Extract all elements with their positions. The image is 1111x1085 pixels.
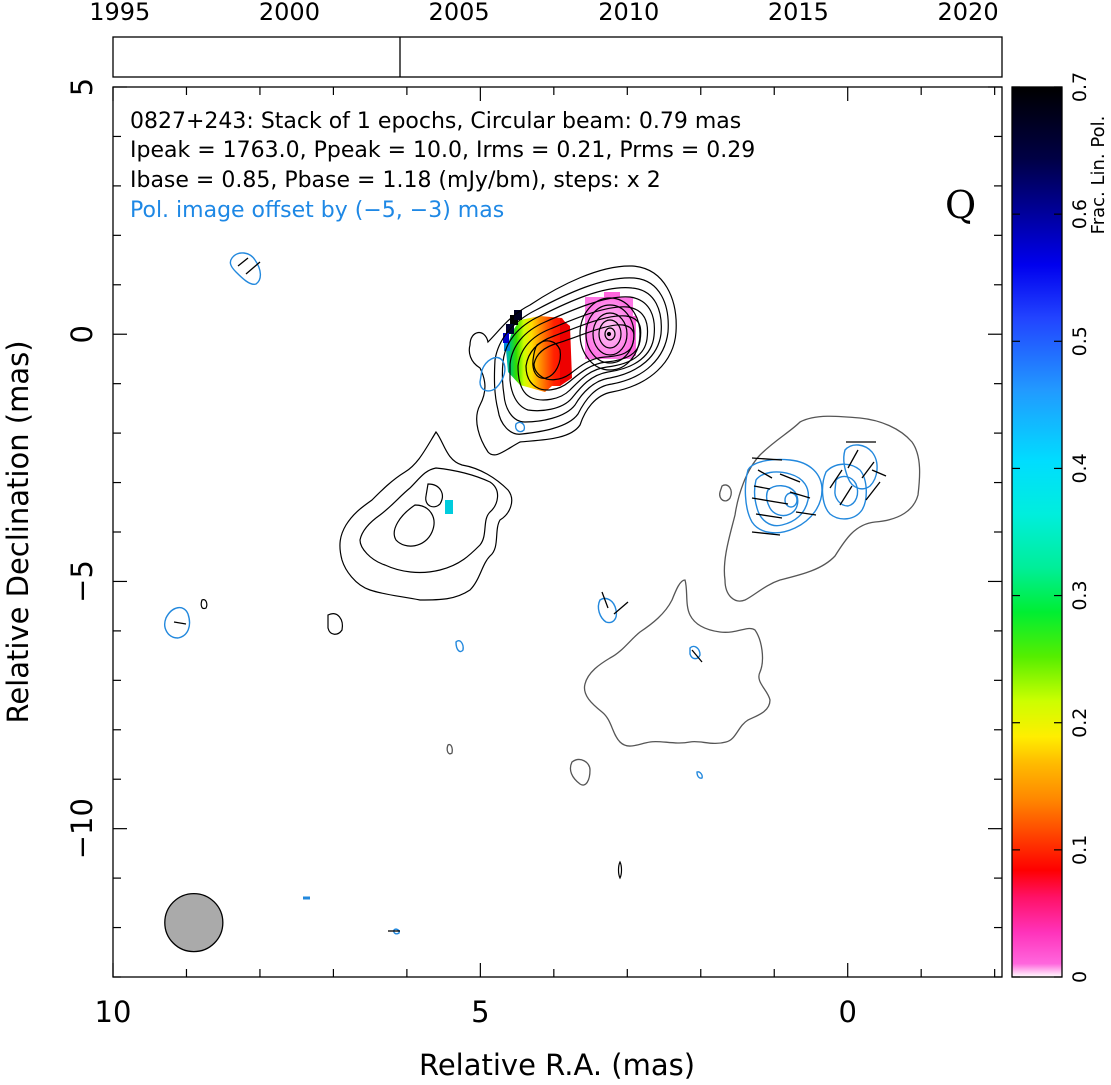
y-tick-label: −10 [65, 798, 99, 859]
annotation-block: 0827+243: Stack of 1 epochs, Circular be… [130, 109, 976, 227]
colorbar-tick-label: 0.1 [1069, 835, 1091, 865]
colorbar-tick-label: 0.5 [1069, 326, 1091, 356]
timeline-year-label: 1995 [89, 0, 150, 26]
stokes-i-contours [200, 265, 677, 880]
timeline-year-label: 2010 [598, 0, 659, 26]
colorbar-tick-label: 0.4 [1069, 453, 1091, 483]
polarization-offset-note: Pol. image offset by (−5, −3) mas [130, 198, 504, 223]
timeline-year-label: 2015 [768, 0, 829, 26]
y-axis-label: Relative Declination (mas) [1, 340, 35, 723]
quality-code: Q [945, 183, 976, 227]
colorbar-tick-label: 0.3 [1069, 580, 1091, 610]
colorbar: 0 0.1 0.2 0.3 0.4 0.5 0.6 0.7 Frac. Lin. Pol. [1011, 72, 1109, 983]
y-tick-label: −5 [65, 560, 99, 603]
colorbar-scale [1011, 86, 1063, 978]
timeline-year-label: 2000 [259, 0, 320, 26]
timeline-year-label: 2020 [938, 0, 999, 26]
colorbar-tick-label: 0.7 [1069, 72, 1091, 102]
annotation-line-3: Ibase = 0.85, Pbase = 1.18 (mJy/bm), ste… [130, 168, 661, 193]
timeline-year-label: 2005 [429, 0, 490, 26]
axis-ticks [112, 86, 1002, 978]
annotation-line-1: 0827+243: Stack of 1 epochs, Circular be… [130, 109, 741, 134]
y-tick-label: 5 [65, 78, 99, 96]
colorbar-label: Frac. Lin. Pol. [1088, 116, 1109, 235]
y-tick-label: 0 [65, 325, 99, 343]
x-tick-label: 0 [838, 995, 856, 1029]
beam-ellipse [164, 892, 224, 953]
colorbar-tick-label: 0.6 [1069, 199, 1091, 229]
offset-stokes-i-contours [446, 415, 921, 786]
timeline-frame [112, 36, 1003, 78]
colorbar-tick-label: 0 [1069, 971, 1091, 983]
restoring-beam [164, 892, 224, 953]
x-tick-label: 10 [95, 995, 132, 1029]
timeline-panel: 1995 2000 2005 2010 2015 2020 [89, 0, 1003, 78]
annotation-line-2: Ipeak = 1763.0, Ppeak = 10.0, Irms = 0.2… [130, 138, 755, 163]
fractional-polarization-image [445, 292, 636, 514]
colorbar-tick-label: 0.2 [1069, 708, 1091, 738]
x-tick-label: 5 [471, 995, 489, 1029]
polarization-vectors [173, 257, 887, 932]
x-axis-label: Relative R.A. (mas) [419, 1048, 695, 1082]
